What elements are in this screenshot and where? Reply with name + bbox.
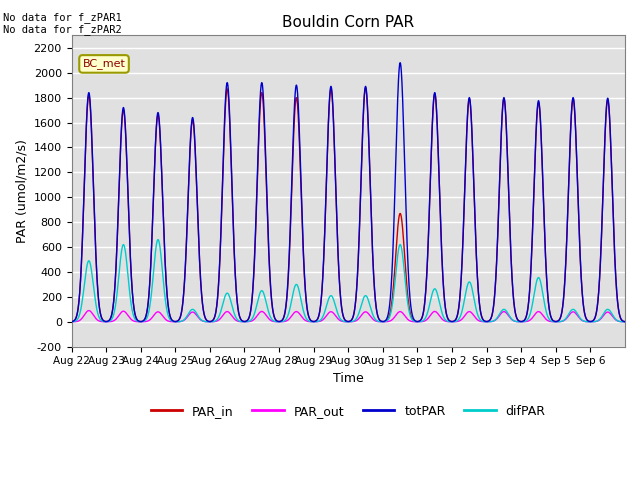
Y-axis label: PAR (umol/m2/s): PAR (umol/m2/s) bbox=[15, 139, 28, 243]
Text: BC_met: BC_met bbox=[83, 59, 125, 70]
Legend: PAR_in, PAR_out, totPAR, difPAR: PAR_in, PAR_out, totPAR, difPAR bbox=[146, 400, 550, 423]
Title: Bouldin Corn PAR: Bouldin Corn PAR bbox=[282, 15, 414, 30]
X-axis label: Time: Time bbox=[333, 372, 364, 385]
Text: No data for f_zPAR1
No data for f_zPAR2: No data for f_zPAR1 No data for f_zPAR2 bbox=[3, 12, 122, 36]
